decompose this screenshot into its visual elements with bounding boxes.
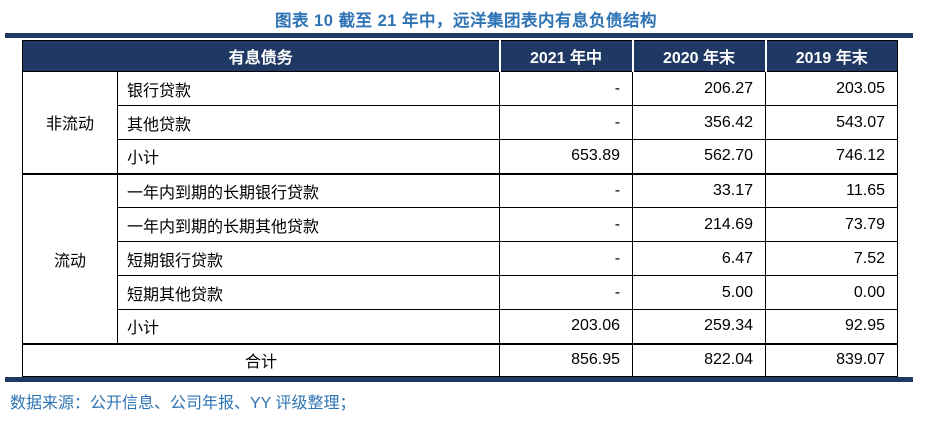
table-row: 非流动 银行贷款 - 206.27 203.05: [22, 71, 899, 174]
table-row-subtotal: 小计 653.89 562.70 746.12: [23, 139, 899, 174]
table-row: 其他贷款 - 356.42 543.07: [23, 105, 899, 140]
cell-value: 0.00: [765, 275, 899, 310]
row-label: 银行贷款: [116, 71, 501, 106]
cell-value: 33.17: [632, 172, 767, 208]
total-label: 合计: [21, 342, 501, 377]
table-row-subtotal: 小计 203.06 259.34 92.95: [23, 309, 899, 344]
cell-value: 856.95: [499, 342, 634, 377]
top-rule: [5, 33, 913, 38]
cell-value: 356.42: [632, 105, 767, 140]
cell-value: -: [499, 241, 634, 276]
table-row: 短期银行贷款 - 6.47 7.52: [23, 241, 899, 276]
table-row-total: 合计 856.95 822.04 839.07: [21, 342, 899, 377]
cell-value: -: [499, 207, 634, 242]
row-label: 一年内到期的长期其他贷款: [116, 207, 501, 242]
cell-value: -: [499, 275, 634, 310]
cell-value: 653.89: [499, 139, 634, 174]
table-header: 有息债务 2021 年中 2020 年末 2019 年末: [21, 40, 899, 72]
row-label: 其他贷款: [116, 105, 501, 140]
cell-value: 214.69: [632, 207, 767, 242]
cell-value: 259.34: [632, 309, 767, 344]
cell-value: 203.05: [765, 71, 899, 106]
cell-value: 562.70: [632, 139, 767, 174]
header-debt-label: 有息债务: [21, 40, 501, 72]
cell-value: -: [499, 71, 634, 106]
row-label: 小计: [116, 139, 501, 174]
header-2019-end: 2019 年末: [764, 40, 899, 72]
cell-value: 7.52: [765, 241, 899, 276]
row-label: 短期其他贷款: [116, 275, 501, 310]
table-row: 一年内到期的长期其他贷款 - 214.69 73.79: [23, 207, 899, 242]
cell-value: 6.47: [632, 241, 767, 276]
row-label: 一年内到期的长期银行贷款: [116, 172, 501, 208]
figure-title: 图表 10 截至 21 年中，远洋集团表内有息负债结构: [274, 12, 658, 30]
row-label: 小计: [116, 309, 501, 344]
cell-value: 839.07: [765, 342, 899, 377]
debt-structure-table: 有息债务 2021 年中 2020 年末 2019 年末 非流动 银行贷款 - …: [21, 40, 899, 377]
cell-value: 5.00: [632, 275, 767, 310]
table-body: 非流动 银行贷款 - 206.27 203.05 其他贷款 - 356.42 5…: [21, 71, 899, 377]
cell-value: -: [499, 172, 634, 208]
row-group-current: 流动: [22, 172, 118, 344]
bottom-rule: [5, 377, 913, 382]
cell-value: 543.07: [765, 105, 899, 140]
cell-value: 92.95: [765, 309, 899, 344]
table-row: 流动 一年内到期的长期银行贷款 - 33.17 11.65: [22, 172, 899, 344]
header-2020-end: 2020 年末: [631, 40, 767, 72]
cell-value: 746.12: [765, 139, 899, 174]
cell-value: -: [499, 105, 634, 140]
cell-value: 822.04: [632, 342, 767, 377]
cell-value: 11.65: [765, 172, 899, 208]
header-row: 有息债务 2021 年中 2020 年末 2019 年末: [21, 40, 899, 72]
cell-value: 73.79: [765, 207, 899, 242]
data-source-note: 数据来源：公开信息、公司年报、YY 评级整理；: [10, 395, 356, 412]
cell-value: 206.27: [632, 71, 767, 106]
row-label: 短期银行贷款: [116, 241, 501, 276]
table-row: 短期其他贷款 - 5.00 0.00: [23, 275, 899, 310]
row-group-noncurrent: 非流动: [22, 71, 118, 174]
header-2021-mid: 2021 年中: [498, 40, 634, 72]
cell-value: 203.06: [499, 309, 634, 344]
